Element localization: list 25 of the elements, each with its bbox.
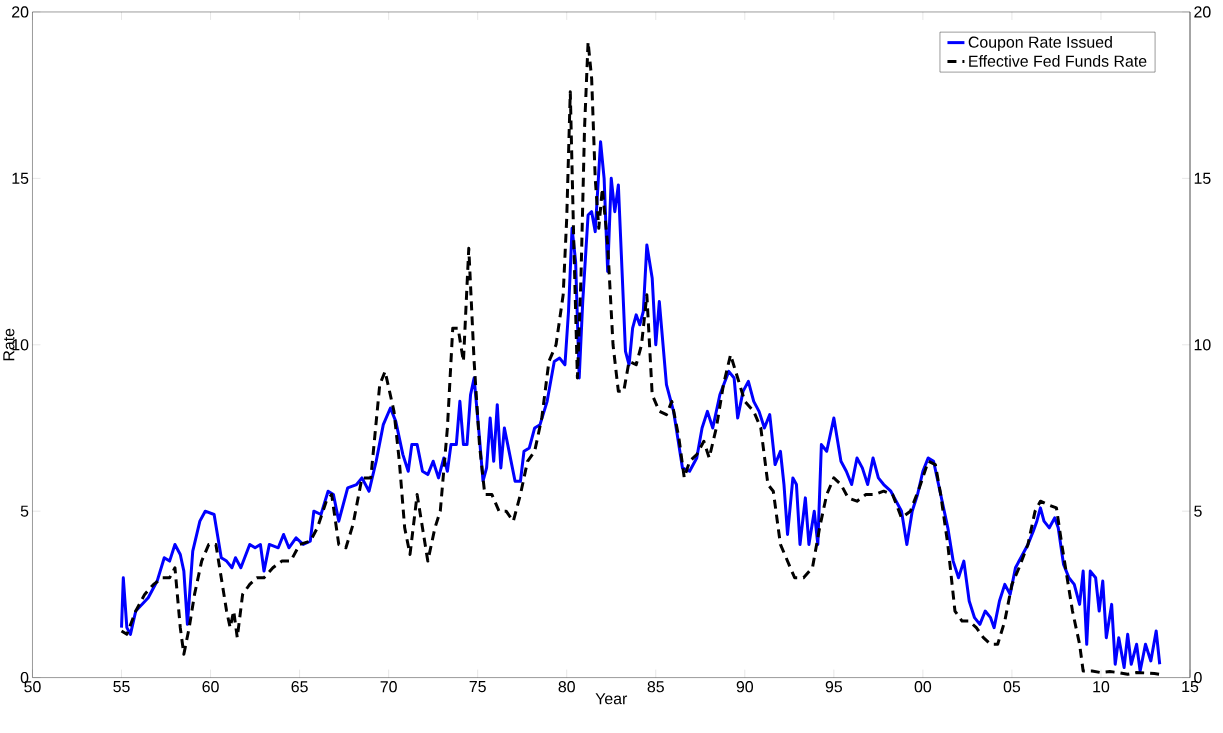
- x-tick-label: 05: [1003, 680, 1021, 693]
- y-tick-label: 20: [12, 6, 29, 18]
- legend-label: Effective Fed Funds Rate: [969, 54, 1147, 67]
- y2-tick-label: 10: [1194, 338, 1211, 351]
- x-tick-label: 55: [113, 680, 130, 692]
- x-tick-label: 85: [647, 680, 664, 693]
- x-tick-label: 75: [469, 680, 486, 692]
- y2-tick-label: 5: [1194, 505, 1202, 517]
- y-tick-label: 5: [20, 505, 29, 517]
- x-tick-label: 00: [914, 680, 932, 693]
- x-tick-label: 60: [202, 680, 219, 693]
- x-tick-label: 95: [825, 680, 843, 693]
- x-axis-title: Year: [595, 692, 628, 705]
- line-series: [120, 140, 1162, 673]
- y2-tick-label: 20: [1194, 6, 1211, 18]
- x-tick-label: 10: [1093, 680, 1110, 693]
- x-tick-label: 80: [558, 680, 575, 693]
- x-tick-label: 90: [736, 680, 754, 693]
- x-tick-label: 70: [380, 680, 397, 693]
- y2-tick-label: 0: [1194, 671, 1202, 683]
- x-tick-label: 65: [291, 680, 308, 693]
- y-tick-label: 0: [20, 671, 29, 683]
- legend-label: Coupon Rate Issued: [968, 35, 1112, 51]
- y-tick-label: 15: [12, 172, 29, 184]
- y2-tick-label: 15: [1194, 172, 1211, 184]
